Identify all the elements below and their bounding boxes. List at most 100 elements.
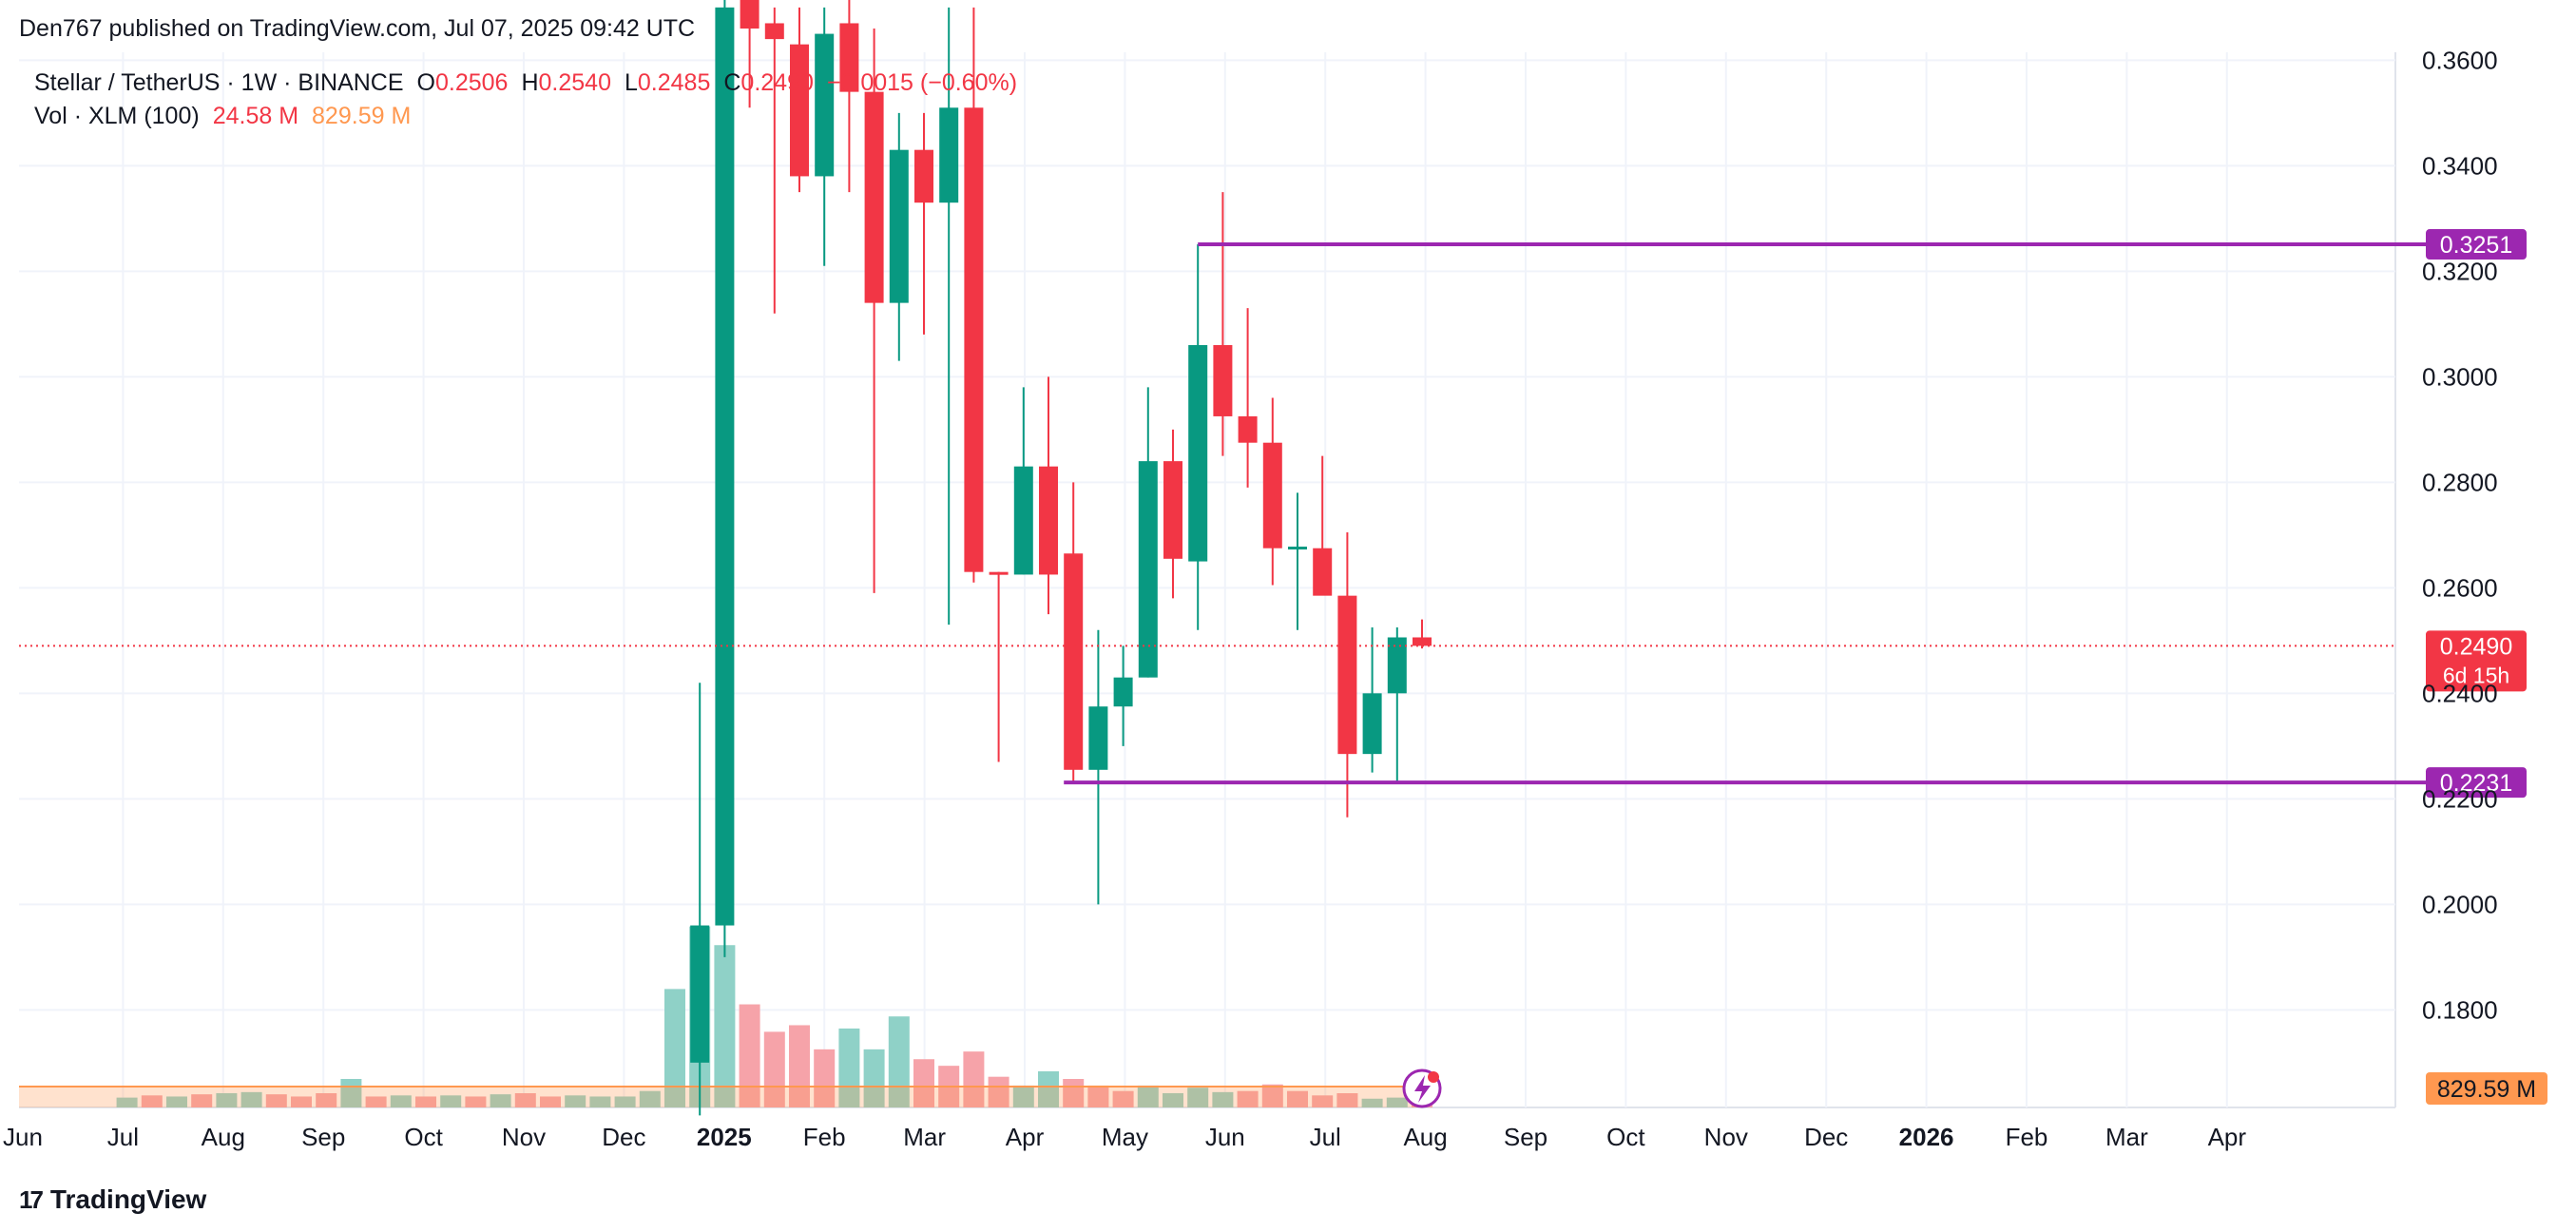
candle-body [1387, 637, 1407, 694]
volume-histogram [19, 926, 1432, 1107]
lightning-alert-icon[interactable] [1402, 1068, 1442, 1108]
candle-body [1238, 415, 1258, 443]
candle [889, 112, 909, 361]
candle-body [939, 107, 959, 203]
candle [1413, 619, 1432, 649]
price-tick-label: 0.2000 [2422, 890, 2498, 918]
volume-bar [390, 1095, 412, 1107]
volume-bar [988, 1076, 1009, 1107]
volume-bar [490, 1094, 511, 1107]
time-tick-label: Jul [107, 1123, 139, 1151]
open-label: O [416, 69, 435, 96]
candle [1113, 645, 1133, 746]
candle-body [1288, 547, 1307, 550]
volume-bar [291, 1096, 312, 1107]
time-tick-label: Apr [2208, 1123, 2247, 1151]
candle-body [989, 571, 1009, 575]
volume-ma-tag [2426, 1072, 2547, 1105]
time-tick-label: Sep [1504, 1123, 1548, 1151]
candle-body [1313, 548, 1333, 596]
open-value: 0.2506 [434, 69, 509, 96]
level-price-label: 0.3251 [2440, 232, 2512, 259]
volume-row: Vol · XLM (100) 24.58 M 829.59 M [34, 100, 1017, 133]
volume-bar [240, 1091, 262, 1107]
volume-bar [565, 1095, 586, 1107]
candle-body [1413, 637, 1432, 646]
volume-bar [141, 1095, 163, 1107]
volume-bar [1137, 1085, 1159, 1107]
time-tick-label: Dec [1804, 1123, 1848, 1151]
volume-bar [265, 1094, 287, 1107]
candle-body [964, 107, 984, 572]
time-tick-label: Jun [3, 1123, 43, 1151]
time-tick-label: Aug [202, 1123, 245, 1151]
candle-body [864, 91, 884, 303]
volume-title[interactable]: Vol · XLM (100) [34, 103, 200, 129]
price-tick-label: 0.3200 [2422, 257, 2498, 285]
publisher-line: Den767 published on TradingView.com, Jul… [19, 15, 696, 42]
candle-body [1262, 442, 1282, 549]
volume-ma-value: 829.59 M [312, 103, 412, 129]
price-tick-label: 0.2800 [2422, 468, 2498, 496]
candle [1064, 482, 1084, 783]
candle-body [1113, 677, 1133, 707]
time-tick-label: Jun [1205, 1123, 1245, 1151]
volume-bar [365, 1096, 387, 1107]
candle [839, 0, 859, 193]
candle [1362, 626, 1382, 773]
volume-bar [1287, 1090, 1308, 1107]
time-tick-label: 2025 [697, 1123, 752, 1151]
volume-bar [639, 1090, 661, 1107]
time-tick-label: Feb [2006, 1123, 2048, 1151]
candle-body [889, 149, 909, 303]
time-tick-label: Jul [1310, 1123, 1341, 1151]
price-tick-label: 0.3600 [2422, 46, 2498, 74]
volume-bar [863, 1049, 885, 1107]
high-label: H [521, 69, 539, 96]
close-value: 0.2490 [740, 69, 814, 96]
candle-body [690, 925, 710, 1063]
volume-bar [514, 1093, 536, 1107]
price-tick-label: 0.2200 [2422, 784, 2498, 813]
price-tick-label: 0.3400 [2422, 151, 2498, 180]
horizontal-levels[interactable]: 0.3251 0.2231 0.2490 6d 15h [19, 229, 2527, 799]
chart-grid [19, 52, 2396, 1108]
volume-bar [1012, 1085, 1034, 1107]
tradingview-brand[interactable]: 17 TradingView [19, 1184, 206, 1215]
candle [1337, 532, 1357, 818]
time-tick-label: Apr [1006, 1123, 1045, 1151]
volume-bar [814, 1049, 836, 1107]
candle [1013, 387, 1033, 575]
candle [715, 0, 735, 957]
candle-body [764, 23, 784, 40]
volume-bar [714, 945, 736, 1107]
volume-bar [1386, 1097, 1408, 1107]
symbol-title[interactable]: Stellar / TetherUS · 1W · BINANCE [34, 69, 404, 96]
time-tick-label: Dec [602, 1123, 645, 1151]
candle [1039, 376, 1058, 615]
candle-body [839, 23, 859, 92]
volume-bar [1187, 1088, 1209, 1107]
candle [1088, 629, 1108, 905]
price-axis[interactable]: 0.3600 0.3400 0.3200 0.3000 0.2800 0.2600 0.24… [2422, 46, 2547, 1105]
volume-bar [763, 1031, 785, 1107]
candle [1262, 397, 1282, 586]
time-axis[interactable]: Jun Jul Aug Sep Oct Nov Dec 2025 Feb Mar Apr May Jun… [3, 1123, 2246, 1151]
volume-bar [166, 1096, 187, 1107]
candle [1188, 244, 1208, 630]
candle [1313, 455, 1333, 596]
volume-bar [739, 1004, 760, 1107]
time-tick-label: Oct [404, 1123, 443, 1151]
countdown-label: 6d 15h [2443, 663, 2509, 687]
time-tick-label: 2026 [1899, 1123, 1954, 1151]
last-price-tag [2426, 630, 2527, 692]
volume-bar [191, 1094, 213, 1107]
candle [790, 7, 809, 193]
volume-bar [1312, 1095, 1334, 1107]
price-tick-label: 0.3000 [2422, 362, 2498, 391]
low-label: L [624, 69, 638, 96]
volume-bar [540, 1096, 561, 1107]
close-label: C [723, 69, 741, 96]
candle [1238, 308, 1258, 488]
